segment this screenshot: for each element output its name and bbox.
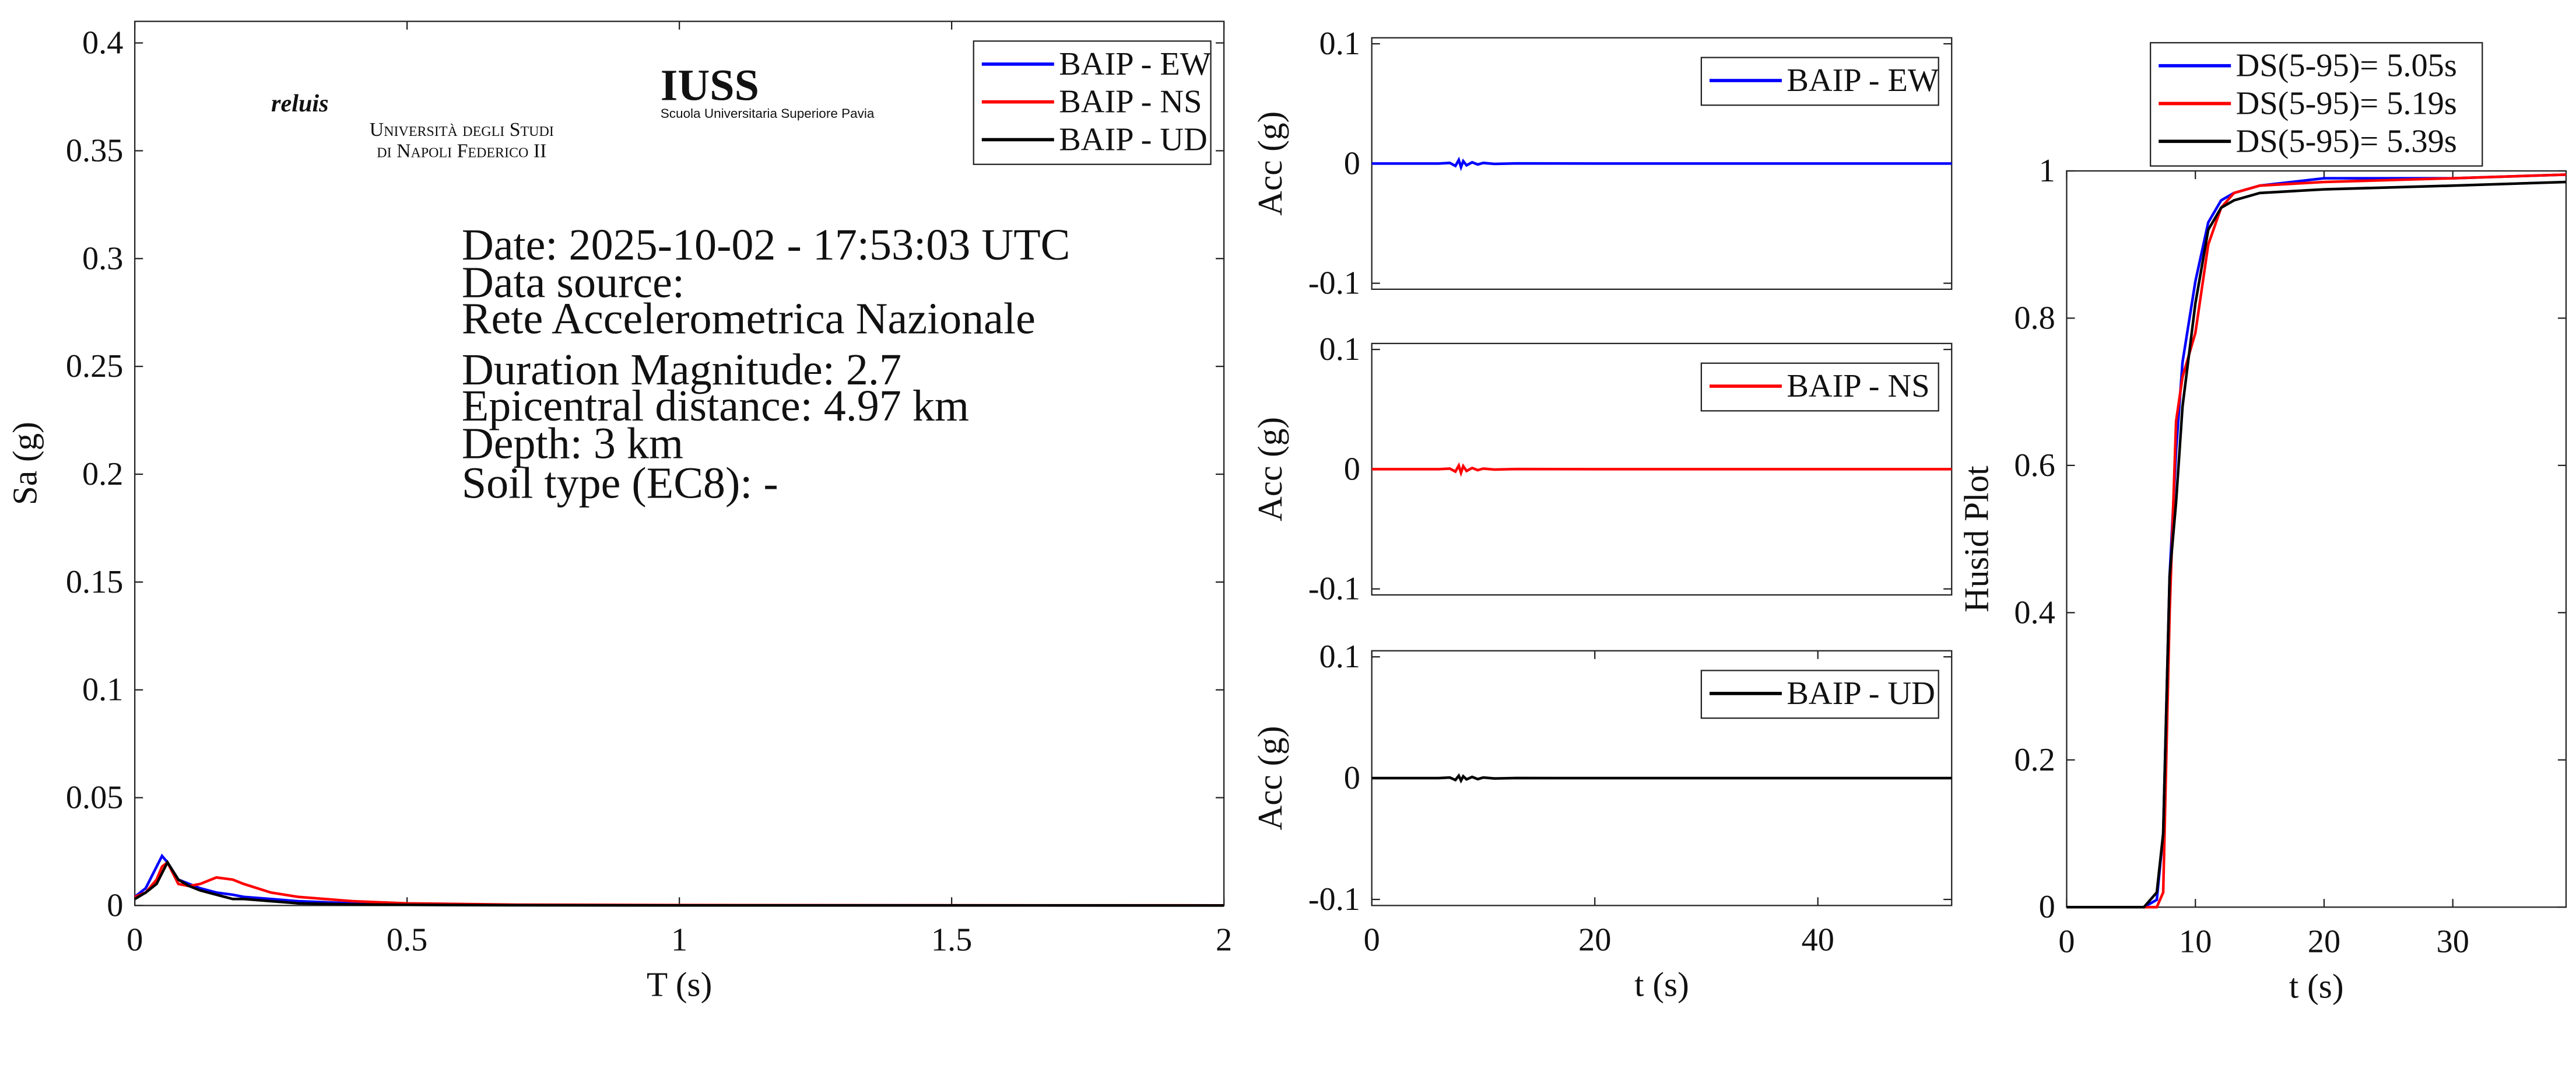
series-line	[2066, 180, 2567, 909]
y-tick-label: 0.3	[82, 240, 123, 276]
y-tick-label: 0	[1344, 451, 1360, 487]
annotation: Soil type (EC8): -	[462, 458, 778, 507]
series-line	[1371, 773, 1952, 784]
x-axis-label: t (s)	[2289, 967, 2344, 1005]
legend: BAIP - NS	[1700, 362, 1939, 412]
y-axis-label: Acc (g)	[1251, 111, 1289, 216]
y-tick-label: 0.2	[2014, 742, 2055, 778]
legend: BAIP - EW	[1700, 57, 1939, 106]
logo-text: IUSS	[661, 61, 759, 110]
annotation: Rete Accelerometrica Nazionale	[462, 295, 1036, 344]
x-tick-label: 1	[671, 922, 687, 958]
annotation: Epicentral distance: 4.97 km	[462, 381, 969, 430]
x-tick-label: 30	[2437, 923, 2469, 960]
series-line	[1371, 156, 1952, 171]
x-axis-label: t (s)	[1634, 965, 1689, 1004]
series-line	[1371, 462, 1952, 477]
annotation: Data source:	[462, 258, 685, 307]
legend-label: DS(5-95)= 5.39s	[2236, 123, 2457, 159]
logo-text: Università degli Studi	[370, 119, 554, 141]
plot-area	[134, 20, 1225, 906]
y-tick-label: 0	[1344, 760, 1360, 796]
legend: BAIP - UD	[1700, 670, 1939, 719]
y-tick-label: 0.1	[82, 672, 123, 708]
legend-label: DS(5-95)= 5.19s	[2236, 85, 2457, 121]
annotation: Depth: 3 km	[462, 419, 683, 468]
logo-text: Scuola Universitaria Superiore Pavia	[661, 106, 875, 121]
y-axis-label: Acc (g)	[1251, 417, 1289, 521]
y-tick-label: 0	[107, 887, 123, 923]
y-tick-label: 0.15	[66, 564, 124, 600]
legend-label: DS(5-95)= 5.05s	[2236, 48, 2457, 84]
y-axis-label: Husid Plot	[1957, 465, 1996, 612]
y-tick-label: 0.1	[1319, 331, 1360, 367]
y-tick-label: 0.1	[1319, 26, 1360, 62]
y-tick-label: 0	[2039, 889, 2055, 925]
y-axis-label: Acc (g)	[1251, 726, 1289, 831]
x-tick-label: 1.5	[931, 922, 972, 958]
x-tick-label: 10	[2179, 923, 2212, 960]
y-tick-label: 0.25	[66, 348, 124, 384]
y-tick-label: 0.6	[2014, 447, 2055, 484]
x-tick-label: 2	[1216, 922, 1232, 958]
x-axis-label: T (s)	[647, 965, 712, 1004]
x-tick-label: 0	[1364, 922, 1380, 958]
plot-area	[2066, 170, 2567, 908]
x-tick-label: 20	[2308, 923, 2340, 960]
legend-label: BAIP - UD	[1787, 675, 1935, 712]
x-tick-label: 40	[1802, 922, 1834, 958]
legend-label: BAIP - EW	[1059, 46, 1212, 82]
y-tick-label: 1	[2039, 153, 2055, 189]
y-tick-label: -0.1	[1308, 265, 1360, 302]
legend-label: BAIP - UD	[1059, 121, 1208, 157]
y-tick-label: -0.1	[1308, 881, 1360, 918]
series-line	[2066, 173, 2567, 909]
y-tick-label: 0	[1344, 145, 1360, 181]
x-tick-label: 0.5	[387, 922, 427, 958]
y-tick-label: -0.1	[1308, 571, 1360, 607]
logo-text: di Napoli Federico II	[377, 141, 546, 162]
x-tick-label: 20	[1578, 922, 1611, 958]
y-axis-label: Sa (g)	[5, 422, 44, 505]
x-tick-label: 0	[2058, 923, 2075, 960]
series-line	[134, 859, 1224, 907]
logo-text: reluis	[271, 90, 329, 117]
y-tick-label: 0.4	[2014, 594, 2055, 631]
annotation: Duration Magnitude: 2.7	[462, 345, 901, 394]
annotation: Date: 2025-10-02 - 17:53:03 UTC	[462, 220, 1071, 269]
y-tick-label: 0.1	[1319, 639, 1360, 675]
y-tick-label: 0.35	[66, 132, 124, 169]
x-tick-label: 0	[127, 922, 143, 958]
y-tick-label: 0.05	[66, 780, 124, 816]
y-tick-label: 0.4	[82, 25, 123, 61]
legend-label: BAIP - NS	[1787, 368, 1929, 404]
y-tick-label: 0.2	[82, 456, 123, 492]
legend-label: BAIP - EW	[1787, 62, 1939, 99]
legend-label: BAIP - NS	[1059, 84, 1202, 120]
y-tick-label: 0.8	[2014, 300, 2055, 336]
